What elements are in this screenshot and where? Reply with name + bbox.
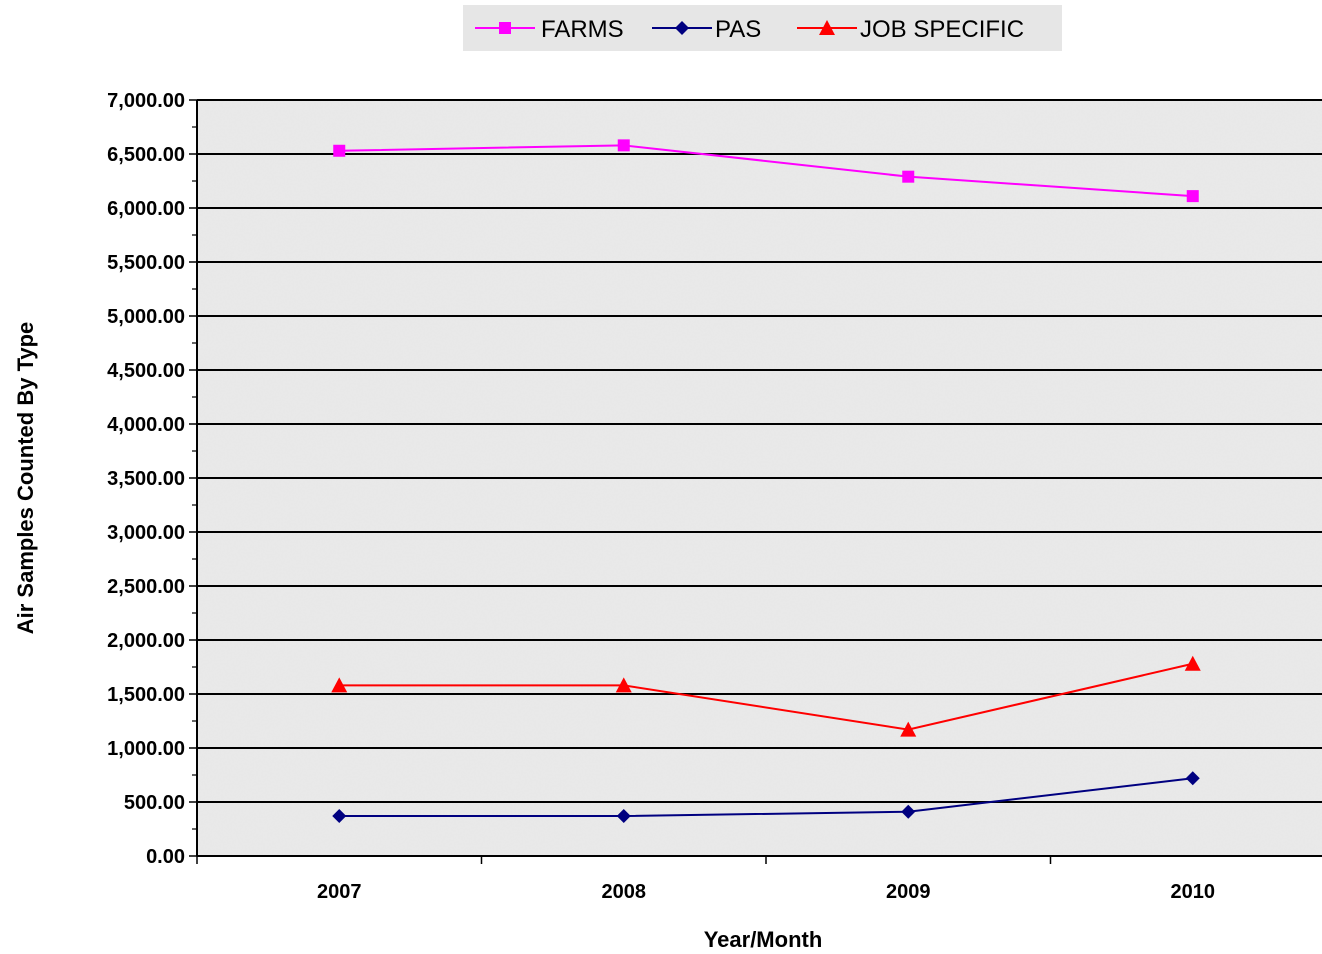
data-point-pas	[332, 809, 347, 824]
y-tick-label: 0.00	[146, 846, 185, 868]
gridlines	[197, 99, 1322, 803]
y-tick-label: 3,000.00	[107, 522, 185, 544]
y-tick-label: 5,000.00	[107, 306, 185, 328]
y-tick-label: 3,500.00	[107, 468, 185, 490]
x-tick-label: 2008	[602, 881, 647, 903]
y-tick-label: 6,500.00	[107, 144, 185, 166]
x-tick-label: 2009	[886, 881, 931, 903]
y-tick-label: 2,000.00	[107, 630, 185, 652]
y-tick-label: 4,000.00	[107, 414, 185, 436]
y-tick-label: 1,000.00	[107, 738, 185, 760]
x-axis-title: Year/Month	[704, 927, 823, 952]
data-point-pas	[616, 809, 631, 824]
series-layer	[331, 139, 1201, 824]
data-point-pas	[1185, 771, 1200, 786]
legend-item-farms: FARMS	[475, 16, 624, 43]
data-point-job-specific	[1184, 655, 1201, 671]
data-point-farms	[1186, 190, 1199, 203]
series-pas	[332, 771, 1200, 824]
data-point-farms	[902, 170, 915, 183]
legend-item-job-specific: JOB SPECIFIC	[797, 16, 1024, 43]
data-point-pas	[901, 804, 916, 819]
data-point-job-specific	[900, 721, 917, 737]
legend-marker	[819, 20, 835, 35]
legend-marker	[675, 21, 689, 35]
legend-item-pas: PAS	[652, 16, 761, 43]
legend-label: JOB SPECIFIC	[860, 16, 1024, 43]
series-farms	[333, 139, 1199, 203]
x-tick-label: 2007	[317, 881, 362, 903]
y-tick-label: 7,000.00	[107, 90, 185, 112]
series-line-farms	[339, 144, 1193, 198]
y-tick-label: 5,500.00	[107, 252, 185, 274]
legend-label: FARMS	[541, 16, 624, 43]
legend-label: PAS	[715, 16, 761, 43]
legend-box	[463, 5, 1062, 51]
y-tick-label: 6,000.00	[107, 198, 185, 220]
legend-marker	[499, 22, 511, 34]
data-point-job-specific	[615, 677, 632, 693]
x-tick-label: 2010	[1171, 881, 1216, 903]
y-tick-label: 1,500.00	[107, 684, 185, 706]
data-point-farms	[333, 144, 346, 157]
legend: FARMS PAS JOB SPECIFIC	[463, 5, 1062, 51]
y-tick-label: 4,500.00	[107, 360, 185, 382]
data-point-farms	[617, 139, 630, 152]
axes: 0.00 500.00 1,000.00 1,500.00 2,000.00 2,500.…	[107, 90, 1322, 903]
y-axis-title: Air Samples Counted By Type	[13, 322, 38, 635]
series-line-job-specific	[339, 662, 1193, 731]
data-point-job-specific	[331, 677, 348, 693]
series-job-specific	[331, 655, 1201, 737]
y-tick-label: 2,500.00	[107, 576, 185, 598]
series-line-pas	[339, 777, 1193, 818]
y-tick-label: 500.00	[124, 792, 185, 814]
